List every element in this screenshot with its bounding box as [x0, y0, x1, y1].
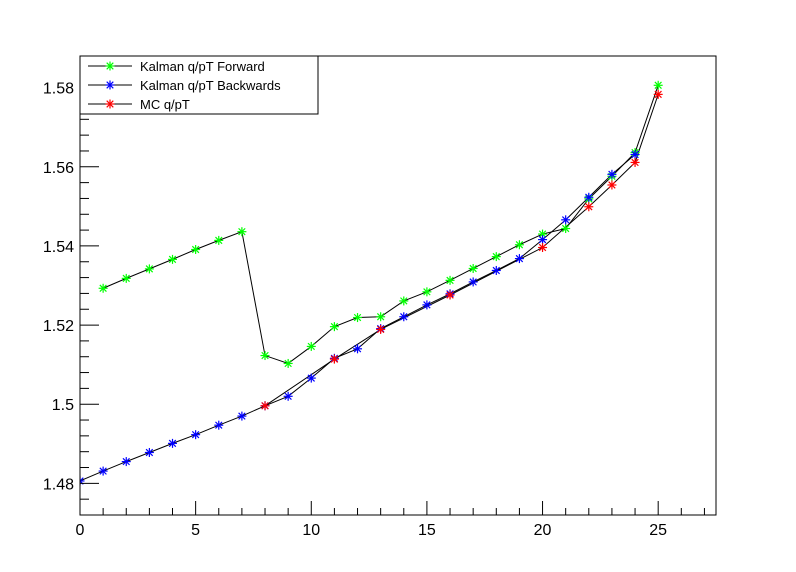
series-1-point-22 [584, 192, 594, 202]
legend: Kalman q/pT Forward Kalman q/pT Backwards… [79, 55, 319, 115]
series-0-point-4 [191, 244, 201, 254]
x-tick-label: 10 [302, 522, 320, 539]
legend-entry-1: Kalman q/pT Backwards [88, 78, 281, 93]
legend-label: MC q/pT [140, 97, 190, 112]
series-1-point-9 [283, 391, 293, 401]
series-2-point-0 [260, 401, 270, 411]
series-2-point-2 [376, 324, 386, 334]
series-0-point-11 [353, 313, 363, 323]
legend-marker [105, 61, 115, 71]
series-1-point-7 [237, 411, 247, 421]
y-tick-label: 1.5 [52, 397, 74, 414]
series-1-point-1 [98, 466, 108, 476]
series-1-point-24 [630, 150, 640, 160]
x-tick-label: 25 [649, 522, 667, 539]
y-tick-label: 1.58 [43, 81, 74, 98]
plot-frame [79, 55, 717, 516]
series-2-point-5 [584, 202, 594, 212]
legend-marker [105, 80, 115, 90]
series-1-point-14 [399, 312, 409, 322]
y-tick-label: 1.48 [43, 476, 74, 493]
series-1-point-10 [306, 373, 316, 383]
legend-label: Kalman q/pT Backwards [140, 78, 281, 93]
series-1-point-23 [607, 169, 617, 179]
series-1-point-6 [214, 420, 224, 430]
series-0-point-16 [468, 263, 478, 273]
series-0-point-2 [144, 264, 154, 274]
legend-label: Kalman q/pT Forward [140, 59, 265, 74]
axes: 0 5 10 15 20 25 1.48 1.5 1.52 1.54 1.56 1.58 [43, 55, 705, 539]
series-0-point-24 [653, 80, 663, 90]
x-tick-label: 0 [76, 522, 85, 539]
series-0-point-1 [121, 273, 131, 283]
series-0-point-3 [168, 254, 178, 264]
series-2-point-1 [329, 354, 339, 364]
y-tick-label: 1.54 [43, 239, 74, 256]
series-0-point-10 [329, 322, 339, 332]
series-0-point-12 [376, 312, 386, 322]
series-0-point-14 [422, 287, 432, 297]
x-tick-label: 5 [191, 522, 200, 539]
series-1-point-2 [121, 457, 131, 467]
series-2-point-8 [653, 89, 663, 99]
x-tick-label: 20 [534, 522, 552, 539]
series-0-point-15 [445, 275, 455, 285]
series-1-point-17 [468, 277, 478, 287]
series-1-point-15 [422, 300, 432, 310]
series-0-point-7 [260, 351, 270, 361]
series-2-point-7 [630, 157, 640, 167]
series-0-point-5 [214, 235, 224, 245]
series-layer [80, 80, 663, 486]
series-1-point-4 [168, 438, 178, 448]
series-1-point-21 [561, 215, 571, 225]
series-2-point-4 [538, 243, 548, 253]
legend-entry-2: MC q/pT [88, 97, 190, 112]
legend-entry-0: Kalman q/pT Forward [88, 59, 265, 74]
series-1-point-19 [514, 254, 524, 264]
series-1-point-12 [353, 344, 363, 354]
legend-marker [105, 99, 115, 109]
series-0-point-17 [491, 252, 501, 262]
y-tick-label: 1.52 [43, 318, 74, 335]
series-0-point-0 [98, 283, 108, 293]
series-0-point-9 [306, 341, 316, 351]
series-0-point-6 [237, 227, 247, 237]
series-0-point-18 [514, 240, 524, 250]
series-1-point-5 [191, 430, 201, 440]
x-tick-label: 15 [418, 522, 436, 539]
series-0-point-8 [283, 358, 293, 368]
series-2-point-3 [445, 290, 455, 300]
series-0-point-13 [399, 296, 409, 306]
plot-border [79, 55, 717, 516]
series-2-point-6 [607, 180, 617, 190]
series-1-point-3 [144, 447, 154, 457]
y-tick-label: 1.56 [43, 160, 74, 177]
series-0-point-20 [561, 224, 571, 234]
series-1-point-20 [538, 235, 548, 245]
series-1-point-18 [491, 265, 501, 275]
